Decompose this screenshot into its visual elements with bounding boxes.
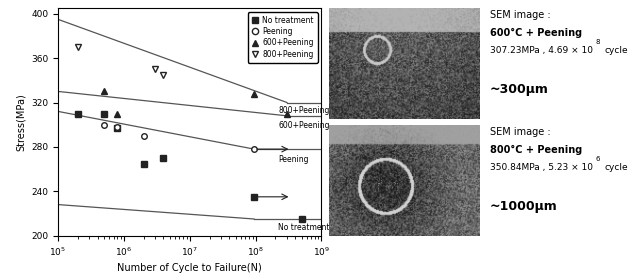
Text: 600°C + Peening: 600°C + Peening — [490, 28, 582, 38]
Text: SEM image :: SEM image : — [490, 10, 551, 21]
Text: 6: 6 — [596, 156, 600, 162]
Text: cycle: cycle — [605, 163, 628, 172]
Text: cycle: cycle — [605, 46, 628, 55]
Text: 350.84MPa , 5.23 × 10: 350.84MPa , 5.23 × 10 — [490, 163, 593, 172]
Text: ~300μm: ~300μm — [490, 83, 549, 96]
Text: Peening: Peening — [278, 155, 308, 164]
Y-axis label: Stress(MPa): Stress(MPa) — [15, 93, 25, 151]
Text: 307.23MPa , 4.69 × 10: 307.23MPa , 4.69 × 10 — [490, 46, 593, 55]
Text: 8: 8 — [596, 39, 600, 45]
X-axis label: Number of Cycle to Failure(N): Number of Cycle to Failure(N) — [117, 263, 262, 273]
Text: 800°C + Peening: 800°C + Peening — [490, 145, 582, 155]
Text: No treatment: No treatment — [278, 223, 330, 232]
Text: 800+Peening: 800+Peening — [278, 106, 330, 115]
Text: ~1000μm: ~1000μm — [490, 200, 558, 213]
Legend: No treatment, Peening, 600+Peening, 800+Peening: No treatment, Peening, 600+Peening, 800+… — [248, 12, 317, 62]
Text: SEM image :: SEM image : — [490, 127, 551, 138]
Text: 600+Peening: 600+Peening — [278, 121, 330, 130]
